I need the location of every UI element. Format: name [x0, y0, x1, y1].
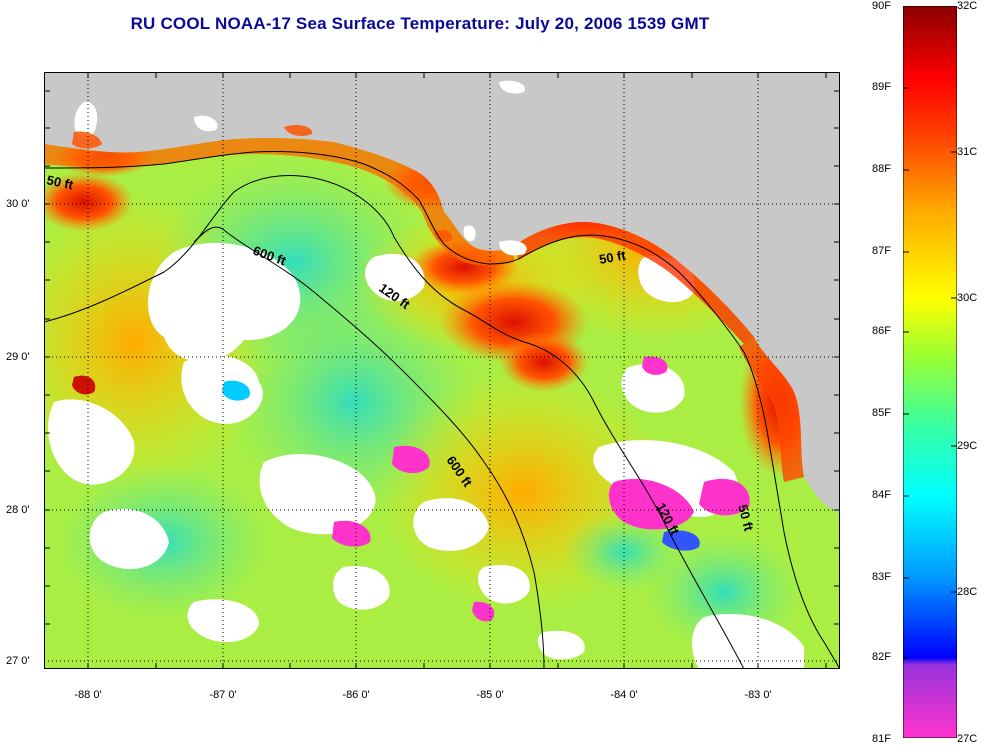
- contour-label: 50 ft: [45, 172, 75, 192]
- bay-warm-edges: [72, 124, 453, 242]
- land: [44, 72, 840, 512]
- lon-label: -85 0': [476, 689, 504, 701]
- scale-label-fahrenheit: 88F: [872, 163, 891, 175]
- scale-label-celsius: 27C: [957, 733, 978, 745]
- coastal-band: [44, 137, 804, 482]
- color-scale-ticks: [903, 87, 957, 659]
- lon-label: -86 0': [342, 689, 370, 701]
- color-scale-gradient: [903, 6, 957, 738]
- lat-label: 27 0': [6, 655, 30, 667]
- cloud-mask: [48, 120, 804, 669]
- lon-label: -88 0': [74, 689, 102, 701]
- scale-label-fahrenheit: 85F: [872, 407, 891, 419]
- lon-label: -84 0': [610, 689, 638, 701]
- scale-label-celsius: 31C: [957, 146, 978, 158]
- scale-label-celsius: 28C: [957, 586, 978, 598]
- sst-map: 50 ft 600 ft 120 ft 50 ft 600 ft 120 ft …: [44, 72, 840, 669]
- scale-label-celsius: 30C: [957, 292, 978, 304]
- lat-label: 29 0': [6, 351, 30, 363]
- map-title: RU COOL NOAA-17 Sea Surface Temperature:…: [130, 14, 710, 33]
- scale-label-fahrenheit: 86F: [872, 325, 891, 337]
- color-scale-bar: [903, 6, 957, 738]
- bathymetry-contours: [44, 151, 840, 669]
- bays: [74, 80, 527, 256]
- scale-label-fahrenheit: 83F: [872, 571, 891, 583]
- scale-label-celsius: 32C: [957, 0, 978, 12]
- scale-label-fahrenheit: 90F: [872, 0, 891, 12]
- scale-label-fahrenheit: 81F: [872, 733, 891, 745]
- contour-label: 50 ft: [598, 247, 628, 267]
- graticule: [44, 72, 840, 669]
- cold-patches: [72, 356, 750, 622]
- scale-label-fahrenheit: 89F: [872, 81, 891, 93]
- lon-label: -87 0': [209, 689, 237, 701]
- scale-label-fahrenheit: 82F: [872, 651, 891, 663]
- scale-label-fahrenheit: 84F: [872, 489, 891, 501]
- scale-label-celsius: 29C: [957, 440, 978, 452]
- lat-label: 28 0': [6, 504, 30, 516]
- lat-label: 30 0': [6, 198, 30, 210]
- lon-label: -83 0': [744, 689, 772, 701]
- scale-label-fahrenheit: 87F: [872, 245, 891, 257]
